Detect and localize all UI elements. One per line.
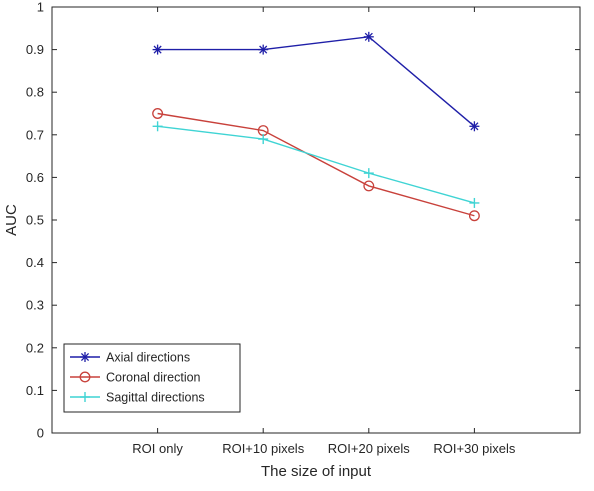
legend-item-sagittal-directions: Sagittal directions <box>70 391 205 405</box>
y-tick-label: 0 <box>37 426 44 441</box>
data-point-sagittal-directions <box>152 121 163 132</box>
y-tick-label: 0.9 <box>26 42 44 57</box>
y-axis-title: AUC <box>3 204 20 236</box>
y-tick-label: 0.3 <box>26 298 44 313</box>
y-tick-label: 0.7 <box>26 127 44 142</box>
series-sagittal-directions <box>152 121 480 208</box>
data-point-sagittal-directions <box>469 197 480 208</box>
x-axis-title: The size of input <box>261 463 372 480</box>
series-line-coronal-direction <box>157 112 475 217</box>
x-tick-label: ROI only <box>132 441 183 456</box>
data-point-coronal-direction <box>152 108 164 119</box>
y-tick-label: 0.6 <box>26 170 44 185</box>
plot-series <box>152 31 480 222</box>
data-point-coronal-direction <box>363 180 375 192</box>
marker-stroke <box>259 45 268 54</box>
data-point-axial-directions <box>363 31 374 42</box>
data-point-axial-directions <box>152 44 163 55</box>
y-tick-label: 0.5 <box>26 213 44 228</box>
x-tick-label: ROI+10 pixels <box>222 441 305 456</box>
data-point-axial-directions <box>258 44 269 55</box>
legend-item-coronal-direction: Coronal direction <box>70 371 201 385</box>
legend-box <box>63 343 241 413</box>
marker-stroke <box>153 45 162 54</box>
y-tick-label: 0.8 <box>26 85 44 100</box>
legend-item-axial-directions: Axial directions <box>70 351 190 365</box>
data-point-coronal-direction <box>468 210 480 222</box>
legend-marker <box>80 352 90 362</box>
y-tick-label: 0.2 <box>26 340 44 355</box>
x-tick-label: ROI+20 pixels <box>328 441 411 456</box>
y-tick-label: 1 <box>37 0 44 15</box>
x-tick-label: ROI+30 pixels <box>433 441 516 456</box>
legend-marker <box>80 392 90 402</box>
legend: Axial directions Coronal direction Sagitta… <box>63 343 241 413</box>
marker-stroke <box>470 122 479 131</box>
marker-stroke <box>364 32 373 41</box>
legend-label: Axial directions <box>106 351 190 365</box>
data-point-sagittal-directions <box>363 168 374 179</box>
y-tick-label: 0.1 <box>26 383 44 398</box>
legend-marker <box>79 371 91 383</box>
series-axial-directions <box>152 31 480 132</box>
data-point-axial-directions <box>469 121 480 132</box>
y-tick-label: 0.4 <box>26 255 44 270</box>
series-line-axial-directions <box>157 36 475 127</box>
series-line-sagittal-directions <box>157 125 475 204</box>
legend-label: Coronal direction <box>106 371 201 385</box>
legend-label: Sagittal directions <box>106 391 205 405</box>
data-point-sagittal-directions <box>258 134 269 145</box>
marker-stroke <box>80 352 90 362</box>
